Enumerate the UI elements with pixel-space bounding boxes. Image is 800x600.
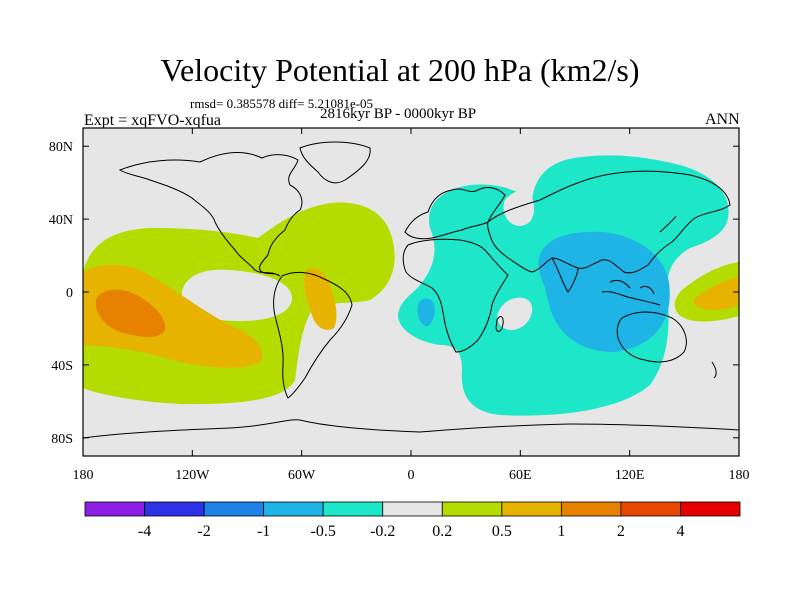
coastline-antarctica bbox=[83, 419, 739, 439]
colorbar-label: 2 bbox=[617, 523, 625, 540]
x-tick-label: 180 bbox=[729, 468, 750, 483]
coastline-indonesia bbox=[601, 279, 661, 306]
colorbar-swatch bbox=[501, 501, 562, 517]
coastline-new-zealand bbox=[711, 361, 717, 379]
period-label: 2816kyr BP - 0000kyr BP bbox=[320, 106, 477, 122]
y-tick-label: 0 bbox=[66, 286, 73, 301]
colorbar-label: -2 bbox=[197, 523, 210, 540]
y-tick-label: 80N bbox=[49, 140, 73, 155]
x-tick-label: 60E bbox=[509, 468, 532, 483]
anomaly-south-america-core bbox=[304, 268, 337, 330]
colorbar-swatch bbox=[322, 501, 384, 517]
y-tick-label: 40S bbox=[51, 359, 73, 374]
colorbar-label: 4 bbox=[676, 523, 684, 540]
x-tick-label: 120E bbox=[615, 468, 645, 483]
coastline-north-america bbox=[118, 151, 303, 277]
colorbar-label: 0.5 bbox=[492, 523, 512, 540]
coastline-japan bbox=[659, 215, 677, 233]
colorbar-swatch bbox=[382, 501, 443, 517]
x-tick-label: 0 bbox=[408, 468, 415, 483]
y-tick-label: 40N bbox=[49, 213, 73, 228]
colorbar-swatch bbox=[680, 501, 741, 517]
coastline-asia bbox=[487, 170, 731, 274]
colorbar-label: 1 bbox=[557, 523, 565, 540]
anomaly-central-pacific-core bbox=[83, 264, 263, 368]
colorbar-swatch bbox=[263, 501, 324, 517]
anomaly-central-pacific-peak bbox=[95, 289, 166, 337]
colorbar-swatch bbox=[560, 501, 622, 517]
x-tick-label: 60W bbox=[288, 468, 316, 483]
colorbar-label: -1 bbox=[257, 523, 270, 540]
coastline-india bbox=[551, 257, 579, 293]
anomaly-east-pacific-neutral-hole bbox=[181, 269, 293, 322]
map-axes: 180 120W 60W 0 60E 120E 180 80N 40N 0 40S 80S bbox=[49, 128, 750, 483]
experiment-label: Expt = xqFVO-xqfua bbox=[84, 112, 222, 129]
colorbar-label: -4 bbox=[138, 523, 151, 540]
colorbar-swatch bbox=[620, 501, 681, 517]
anomaly-east-africa-core bbox=[417, 298, 435, 327]
coastline-australia bbox=[616, 311, 687, 363]
coastline-madagascar bbox=[495, 316, 504, 332]
colorbar: -4 -2 -1 -0.5 -0.2 0.2 0.5 1 2 4 bbox=[84, 501, 741, 540]
rmsd-diff-label: rmsd= 0.385578 diff= 5.21081e-05 bbox=[190, 96, 374, 111]
x-tick-label: 120W bbox=[175, 468, 210, 483]
anomaly-west-pacific-core bbox=[693, 276, 739, 310]
plot-title: Velocity Potential at 200 hPa (km2/s) bbox=[160, 52, 640, 88]
colorbar-label: 0.2 bbox=[432, 523, 452, 540]
coastline-greenland bbox=[299, 141, 371, 184]
season-label: ANN bbox=[705, 111, 740, 128]
anomaly-madagascar-neutral-hole bbox=[497, 297, 533, 331]
colorbar-swatch bbox=[84, 501, 145, 517]
y-tick-label: 80S bbox=[51, 432, 73, 447]
coastline-europe bbox=[404, 187, 506, 240]
coastline-africa bbox=[402, 238, 509, 353]
colorbar-swatch bbox=[144, 501, 205, 517]
coastline-south-america bbox=[273, 271, 353, 399]
colorbar-swatch bbox=[441, 501, 503, 517]
contour-fill-layer bbox=[83, 155, 739, 416]
coastline-layer bbox=[83, 141, 739, 439]
anomaly-arabia-neutral-notch bbox=[503, 191, 534, 226]
x-tick-label: 180 bbox=[73, 468, 94, 483]
colorbar-label: -0.5 bbox=[311, 523, 336, 540]
colorbar-swatch bbox=[203, 501, 265, 517]
colorbar-label: -0.2 bbox=[370, 523, 395, 540]
